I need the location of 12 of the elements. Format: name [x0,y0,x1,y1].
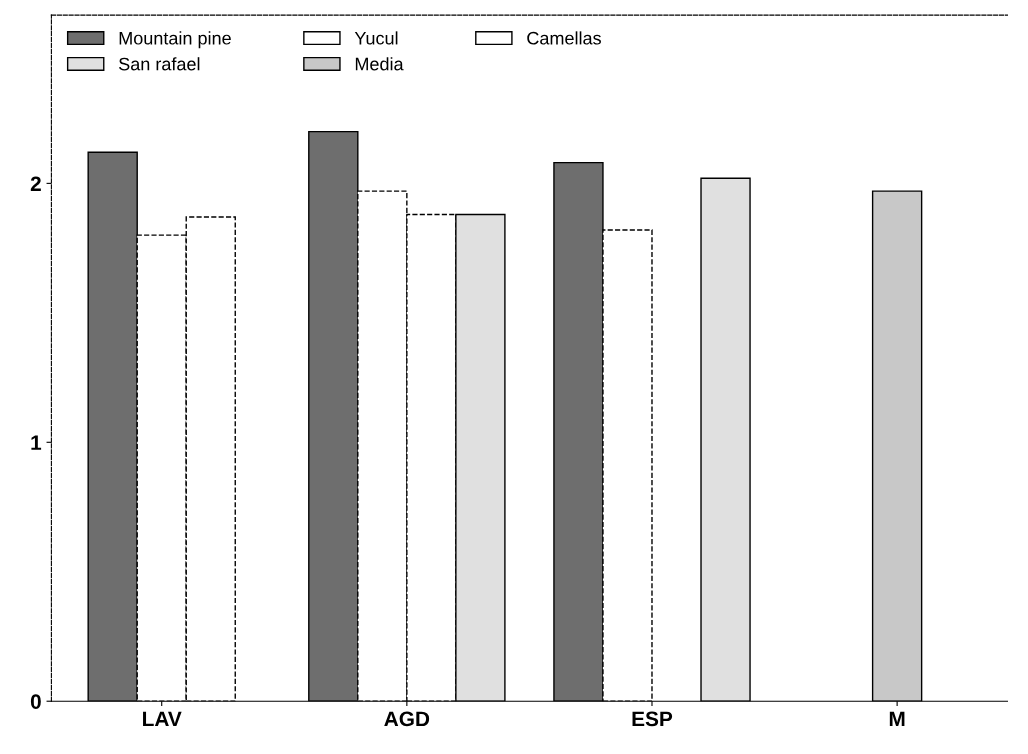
x-tick-label: ESP [632,711,673,727]
x-tick-label: AGD [384,711,430,727]
x-tick-label: M [889,711,905,727]
legend-label: Mountain pine [119,31,231,49]
legend-label: Media [355,57,404,71]
legend-label: Camellas [527,31,601,45]
legend-label: San rafael [119,57,200,71]
y-tick-label: 2 [30,176,41,191]
legend-label: Yucul [354,31,398,45]
y-tick-label: 1 [31,435,42,450]
x-tick-label: LAV [143,711,182,727]
y-tick-label: 0 [30,694,41,709]
